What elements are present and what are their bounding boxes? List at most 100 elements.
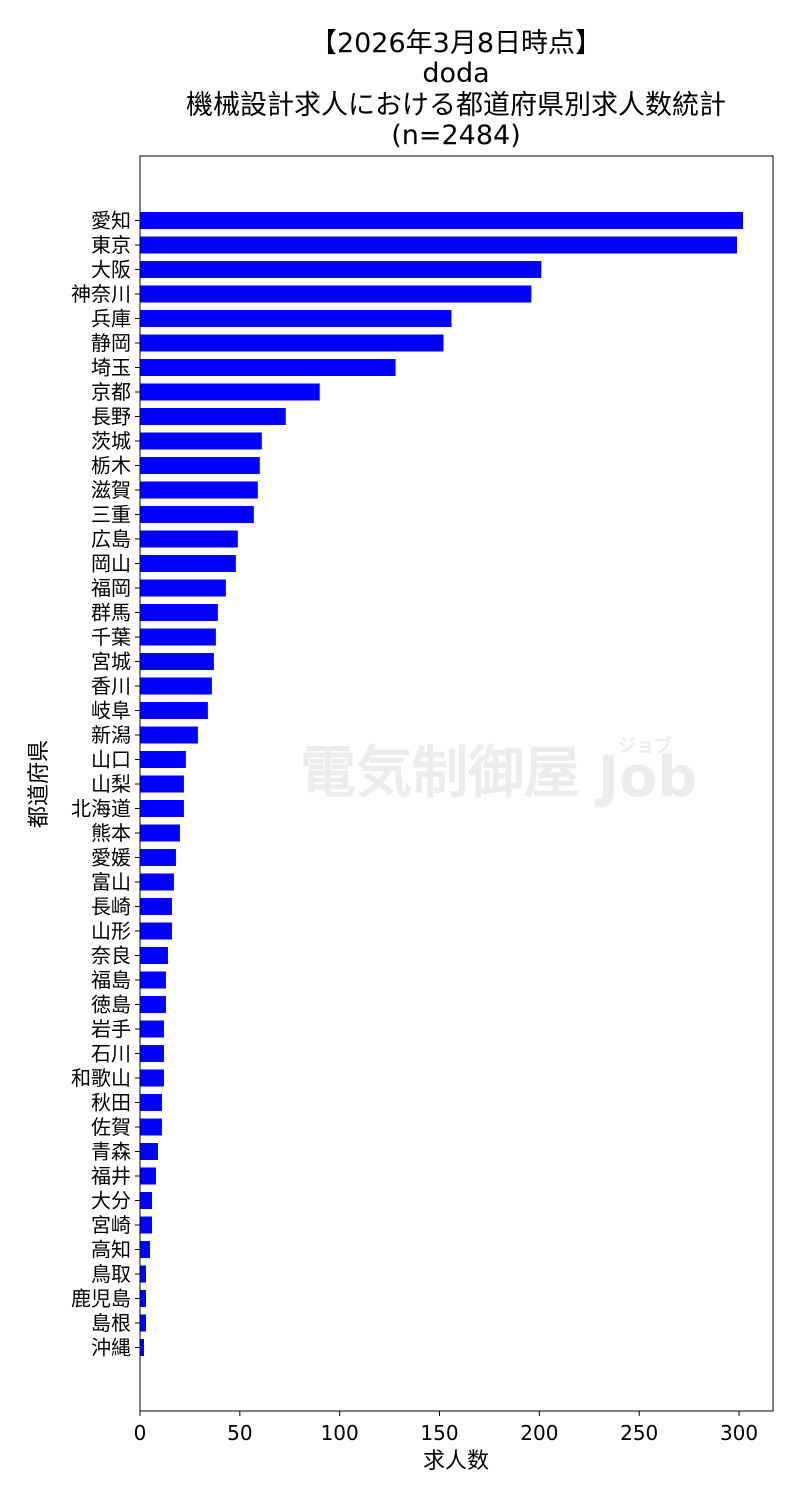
bar bbox=[140, 1020, 164, 1038]
bar bbox=[140, 653, 214, 670]
bar bbox=[140, 1167, 156, 1185]
y-tick-label: 岐阜 bbox=[91, 699, 131, 723]
y-tick-label: 宮城 bbox=[91, 650, 131, 674]
y-tick-label: 宮崎 bbox=[91, 1213, 131, 1237]
x-tick-label: 150 bbox=[420, 1421, 458, 1445]
bar bbox=[140, 898, 172, 915]
bar bbox=[140, 555, 236, 572]
y-tick-label: 富山 bbox=[91, 870, 131, 894]
bar bbox=[140, 579, 226, 597]
bar bbox=[140, 212, 744, 229]
bar bbox=[140, 1192, 152, 1209]
y-tick-label: 石川 bbox=[91, 1042, 131, 1066]
y-tick-label: 香川 bbox=[91, 674, 131, 698]
bar bbox=[140, 310, 452, 327]
bar bbox=[140, 702, 208, 719]
y-tick-label: 埼玉 bbox=[91, 356, 131, 380]
y-tick-label: 北海道 bbox=[71, 797, 131, 821]
x-tick-label: 0 bbox=[134, 1421, 147, 1445]
bar bbox=[140, 824, 180, 842]
y-tick-label: 福岡 bbox=[91, 576, 131, 600]
y-tick-label: 栃木 bbox=[91, 454, 131, 478]
bar bbox=[140, 726, 198, 744]
y-tick-label: 鹿児島 bbox=[71, 1287, 131, 1311]
y-tick-label: 山形 bbox=[91, 919, 131, 943]
y-tick-label: 神奈川 bbox=[71, 282, 131, 306]
bar bbox=[140, 334, 444, 352]
bar bbox=[140, 506, 254, 523]
bar bbox=[140, 1339, 144, 1356]
y-tick-label: 長野 bbox=[91, 405, 131, 429]
bar bbox=[140, 1314, 146, 1332]
bar bbox=[140, 236, 738, 254]
y-tick-label: 福井 bbox=[91, 1164, 131, 1188]
y-tick-label: 秋田 bbox=[91, 1091, 131, 1115]
y-tick-label: 茨城 bbox=[91, 429, 131, 453]
y-tick-label: 愛媛 bbox=[91, 846, 131, 870]
bar bbox=[140, 359, 396, 376]
bar bbox=[140, 751, 186, 768]
y-tick-label: 大阪 bbox=[91, 258, 131, 282]
plot-frame bbox=[139, 155, 774, 1412]
y-tick-label: 和歌山 bbox=[71, 1066, 131, 1090]
title-line-main: 機械設計求人における都道府県別求人数統計 bbox=[186, 90, 726, 121]
watermark-text: 電気制御屋 bbox=[300, 741, 580, 806]
y-tick-label: 岡山 bbox=[91, 552, 131, 576]
watermark-job: Job bbox=[594, 745, 697, 810]
bar bbox=[140, 1265, 146, 1283]
bar bbox=[140, 947, 168, 964]
x-tick-label: 250 bbox=[620, 1421, 658, 1445]
title-line-count: (n=2484) bbox=[391, 120, 521, 151]
y-tick-label: 高知 bbox=[91, 1238, 131, 1262]
bar bbox=[140, 775, 184, 793]
y-tick-label: 新潟 bbox=[91, 723, 131, 747]
bar bbox=[140, 628, 216, 646]
y-tick-label: 京都 bbox=[91, 380, 131, 404]
bar bbox=[140, 996, 166, 1013]
x-tick-label: 50 bbox=[227, 1421, 252, 1445]
y-tick-label: 兵庫 bbox=[91, 307, 131, 331]
y-axis-title: 都道府県 bbox=[27, 740, 52, 828]
y-tick-label: 岩手 bbox=[91, 1017, 131, 1041]
y-tick-label: 沖縄 bbox=[91, 1336, 131, 1360]
bar bbox=[140, 408, 286, 425]
y-tick-label: 山梨 bbox=[91, 772, 131, 796]
bar bbox=[140, 457, 260, 474]
bar bbox=[140, 383, 320, 401]
y-tick-label: 熊本 bbox=[91, 821, 131, 845]
bar bbox=[140, 604, 218, 621]
y-tick-label: 山口 bbox=[91, 748, 131, 772]
bar bbox=[140, 1045, 164, 1062]
y-tick-label: 福島 bbox=[91, 968, 131, 992]
y-tick-label: 三重 bbox=[91, 503, 131, 527]
bar bbox=[140, 922, 172, 940]
chart-title: 【2026年3月8日時点】 doda 機械設計求人における都道府県別求人数統計 … bbox=[186, 28, 726, 151]
watermark: 電気制御屋 Job ジョブ bbox=[300, 735, 697, 810]
x-tick-label: 300 bbox=[720, 1421, 758, 1445]
y-tick-label: 滋賀 bbox=[91, 478, 131, 502]
y-tick-label: 青森 bbox=[91, 1140, 131, 1164]
y-tick-label: 長崎 bbox=[91, 895, 131, 919]
y-tick-label: 広島 bbox=[91, 527, 131, 551]
y-tick-label: 愛知 bbox=[91, 209, 131, 233]
watermark-ruby: ジョブ bbox=[618, 735, 672, 757]
bar bbox=[140, 1216, 152, 1234]
y-tick-label: 奈良 bbox=[91, 944, 131, 968]
x-tick-label: 200 bbox=[520, 1421, 558, 1445]
y-tick-label: 静岡 bbox=[91, 331, 131, 355]
bar bbox=[140, 261, 542, 278]
y-tick-labels: 愛知東京大阪神奈川兵庫静岡埼玉京都長野茨城栃木滋賀三重広島岡山福岡群馬千葉宮城香… bbox=[71, 209, 140, 1360]
bar bbox=[140, 677, 212, 695]
bar bbox=[140, 849, 176, 866]
y-tick-label: 東京 bbox=[91, 233, 131, 257]
y-tick-label: 徳島 bbox=[91, 993, 131, 1017]
y-tick-label: 大分 bbox=[91, 1189, 131, 1213]
y-tick-label: 鳥取 bbox=[91, 1262, 131, 1286]
y-tick-label: 佐賀 bbox=[91, 1115, 131, 1139]
bar bbox=[140, 1143, 158, 1160]
bar bbox=[140, 1290, 146, 1307]
bar bbox=[140, 1118, 162, 1136]
bar bbox=[140, 873, 174, 891]
